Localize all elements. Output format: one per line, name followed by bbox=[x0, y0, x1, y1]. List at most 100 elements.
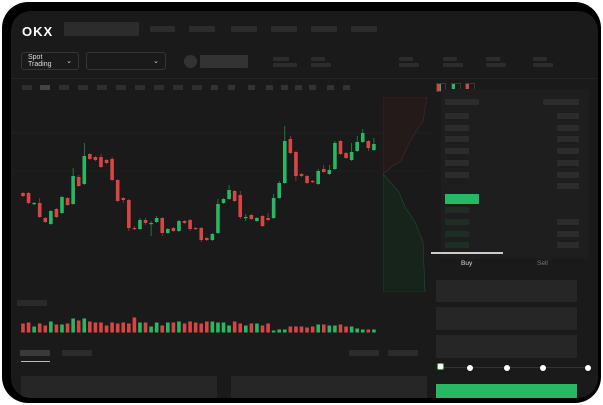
volume-bar bbox=[49, 321, 53, 333]
chart-tool-button[interactable] bbox=[22, 85, 32, 90]
filter-button[interactable] bbox=[349, 350, 379, 356]
volume-bar bbox=[121, 322, 126, 333]
search-bar[interactable] bbox=[64, 22, 139, 36]
volume-bar bbox=[132, 317, 137, 333]
candle-body bbox=[327, 170, 332, 174]
tab-order-history[interactable] bbox=[62, 350, 92, 356]
orderbook-amount bbox=[557, 160, 579, 166]
volume-bar bbox=[372, 329, 376, 333]
candle-body bbox=[232, 191, 237, 201]
chevron-down-icon: ⌄ bbox=[153, 58, 159, 65]
orderbook-price[interactable] bbox=[445, 219, 469, 225]
volume-bar bbox=[110, 322, 114, 333]
chart-tool-button[interactable] bbox=[295, 85, 302, 90]
candlestick-chart[interactable] bbox=[11, 97, 431, 337]
chart-tool-button[interactable] bbox=[116, 85, 126, 90]
orderbook-price[interactable] bbox=[445, 172, 469, 178]
volume-bar bbox=[65, 323, 70, 333]
orderbook-price[interactable] bbox=[445, 160, 469, 166]
orderbook-price[interactable] bbox=[445, 136, 469, 142]
orderbook-price[interactable] bbox=[445, 207, 469, 213]
active-tab-indicator bbox=[21, 361, 50, 362]
nav-item[interactable] bbox=[231, 26, 257, 32]
candle-body bbox=[93, 157, 98, 160]
candle-body bbox=[99, 157, 103, 167]
filter-button[interactable] bbox=[388, 350, 418, 356]
slider-step-25[interactable] bbox=[467, 365, 473, 371]
slider-step-50[interactable] bbox=[504, 365, 510, 371]
amount-input[interactable] bbox=[436, 307, 577, 330]
candle-body bbox=[227, 190, 231, 199]
last-price bbox=[445, 194, 479, 204]
tab-sell[interactable]: Sell bbox=[537, 260, 548, 267]
chart-tool-button[interactable] bbox=[59, 85, 69, 90]
candle-body bbox=[305, 176, 309, 183]
chart-tool-button[interactable] bbox=[173, 85, 183, 90]
chart-tool-button[interactable] bbox=[135, 85, 145, 90]
orderbook-price[interactable] bbox=[445, 113, 469, 119]
orderbook-price[interactable] bbox=[445, 242, 469, 248]
chart-tool-button[interactable] bbox=[192, 85, 202, 90]
market-type-label: Spot Trading bbox=[28, 54, 52, 68]
nav-item[interactable] bbox=[311, 26, 337, 32]
candle-body bbox=[171, 228, 176, 231]
chart-tool-button[interactable] bbox=[309, 85, 316, 90]
volume-bar bbox=[127, 323, 131, 333]
volume-bar bbox=[299, 326, 304, 333]
chart-tool-button[interactable] bbox=[228, 85, 235, 90]
candle-body bbox=[115, 180, 120, 201]
amount-slider[interactable] bbox=[439, 367, 591, 368]
volume-bar bbox=[338, 324, 343, 333]
tab-buy[interactable]: Buy bbox=[461, 260, 473, 267]
market-type-select[interactable]: Spot Trading ⌄ bbox=[21, 52, 79, 70]
total-input[interactable] bbox=[436, 335, 577, 358]
buy-button[interactable] bbox=[436, 384, 577, 398]
candle-body bbox=[271, 198, 276, 218]
chart-tool-button[interactable] bbox=[327, 85, 334, 90]
chart-tool-button[interactable] bbox=[78, 85, 88, 90]
orderbook-amount bbox=[557, 136, 579, 142]
candle-body bbox=[60, 197, 64, 213]
candle-body bbox=[266, 218, 270, 220]
nav-item[interactable] bbox=[150, 26, 175, 32]
volume-bar bbox=[355, 328, 359, 333]
chart-tool-button[interactable] bbox=[248, 85, 255, 90]
chart-tool-button[interactable] bbox=[40, 85, 50, 90]
volume-bar bbox=[294, 326, 298, 333]
chart-tool-button[interactable] bbox=[154, 85, 164, 90]
pair-select[interactable]: ⌄ bbox=[86, 52, 166, 70]
orderbook-amount bbox=[557, 125, 579, 131]
nav-item[interactable] bbox=[351, 26, 377, 32]
price-input[interactable] bbox=[436, 280, 577, 302]
chart-tool-button[interactable] bbox=[266, 85, 273, 90]
candle-body bbox=[216, 204, 220, 233]
chart-tool-button[interactable] bbox=[281, 85, 288, 90]
chart-tool-button[interactable] bbox=[343, 85, 350, 90]
orderbook-price[interactable] bbox=[445, 231, 469, 237]
slider-handle[interactable] bbox=[437, 363, 444, 370]
candle-body bbox=[21, 193, 25, 196]
tab-open-orders[interactable] bbox=[20, 350, 50, 356]
slider-step-100[interactable] bbox=[585, 365, 591, 371]
slider-step-75[interactable] bbox=[540, 365, 546, 371]
candle-body bbox=[71, 176, 75, 204]
nav-item[interactable] bbox=[271, 26, 297, 32]
okx-logo[interactable]: OKX bbox=[22, 24, 54, 39]
candle-body bbox=[316, 171, 321, 184]
volume-bar bbox=[99, 322, 103, 333]
orderbook-price[interactable] bbox=[445, 148, 469, 154]
candle-body bbox=[355, 142, 359, 151]
chart-tool-button[interactable] bbox=[211, 85, 218, 90]
candle-body bbox=[244, 217, 248, 219]
candle-body bbox=[321, 169, 326, 172]
depth-chart bbox=[383, 97, 428, 292]
divider bbox=[11, 78, 598, 79]
candle-body bbox=[238, 195, 243, 217]
nav-item[interactable] bbox=[189, 26, 215, 32]
candle-body bbox=[182, 221, 187, 223]
bottom-panel-right bbox=[231, 376, 427, 398]
volume-bar bbox=[71, 318, 75, 333]
candle-body bbox=[372, 144, 376, 150]
chart-tool-button[interactable] bbox=[97, 85, 107, 90]
orderbook-price[interactable] bbox=[445, 125, 469, 131]
